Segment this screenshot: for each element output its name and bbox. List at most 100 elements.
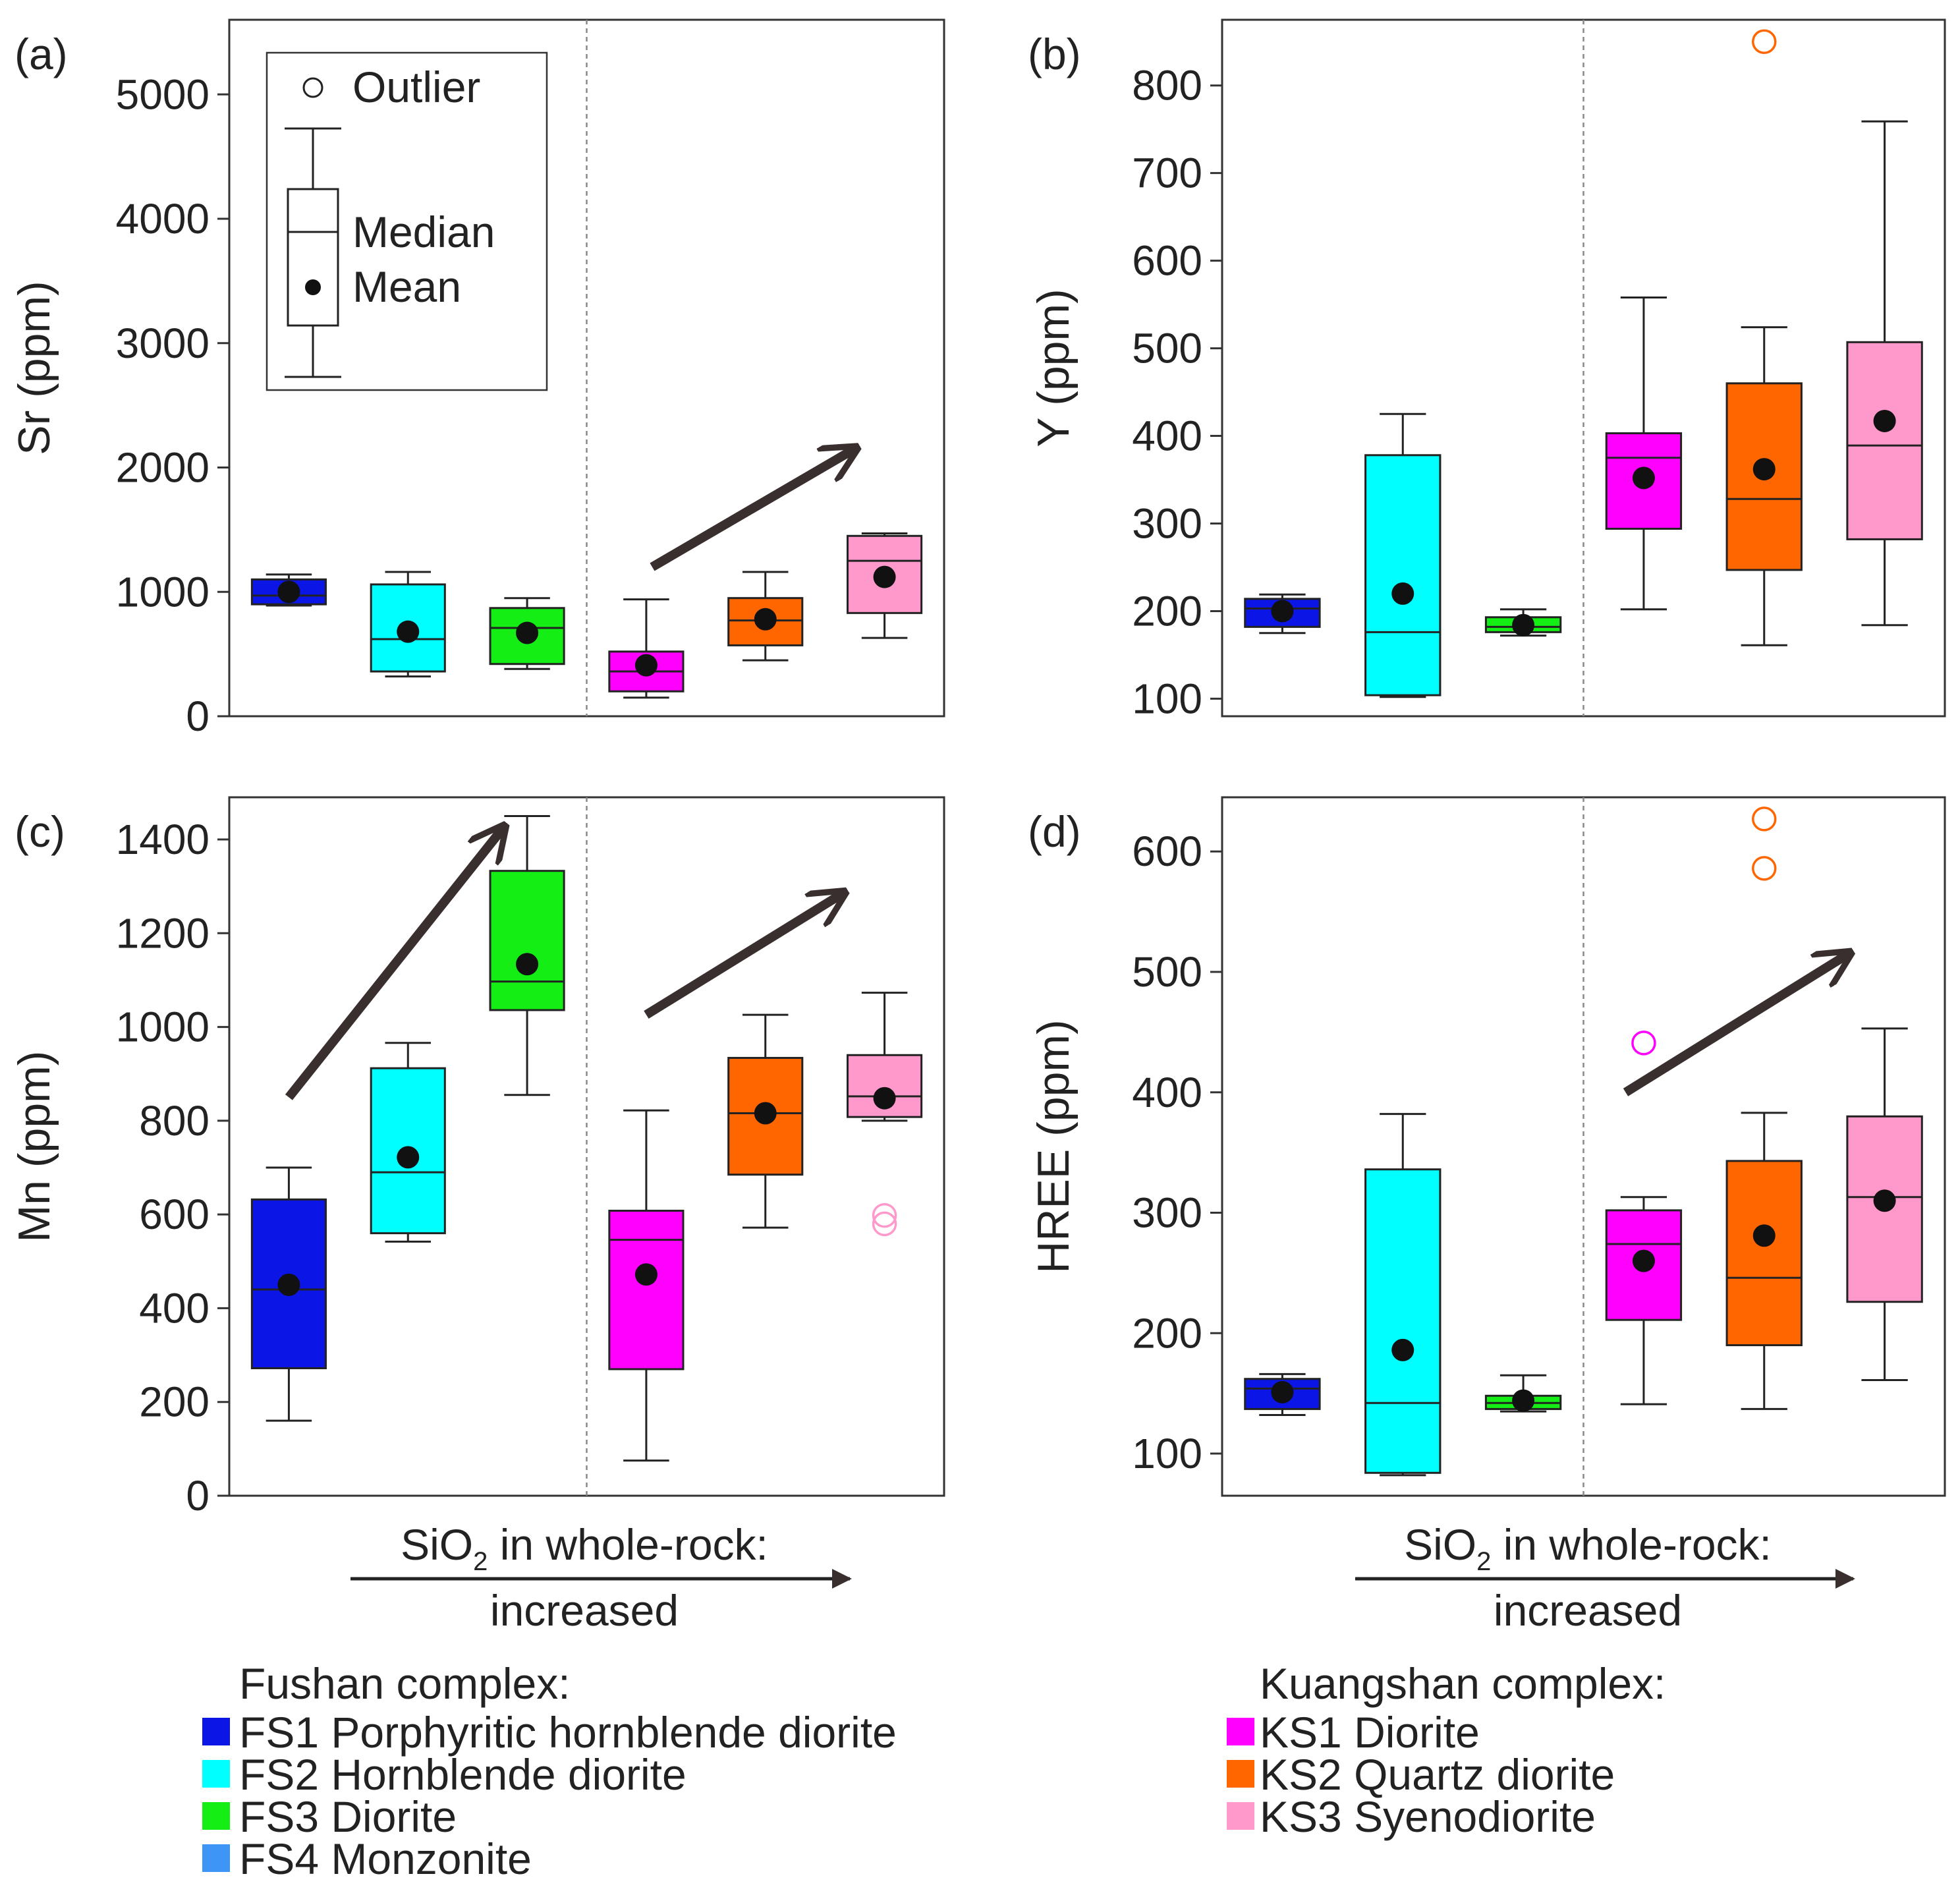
box-KS2 bbox=[727, 571, 804, 662]
y-tick-label: 400 bbox=[139, 1284, 210, 1332]
y-tick-label: 1000 bbox=[116, 1004, 210, 1051]
legend-item-label: FS1 Porphyritic hornblende diorite bbox=[239, 1708, 897, 1757]
fushan-legend-title: Fushan complex: bbox=[239, 1659, 571, 1708]
mean-point bbox=[1512, 1389, 1535, 1412]
y-tick-label: 3000 bbox=[116, 320, 210, 367]
box-KS2 bbox=[1725, 1112, 1803, 1410]
y-tick-label: 0 bbox=[186, 693, 210, 740]
y-tick-label: 1400 bbox=[116, 816, 210, 863]
legend-swatch bbox=[1227, 1718, 1254, 1745]
trend-arrow bbox=[650, 449, 854, 571]
mean-point bbox=[873, 565, 896, 588]
box-FS1 bbox=[250, 1166, 327, 1422]
box-iqr bbox=[1364, 1168, 1442, 1474]
legend-swatch bbox=[202, 1760, 230, 1788]
mean-point bbox=[1391, 582, 1414, 605]
box-iqr bbox=[1725, 1160, 1803, 1347]
legend-mean-label: Mean bbox=[352, 262, 461, 311]
panel-label: (d) bbox=[1028, 807, 1081, 856]
box-KS3 bbox=[1846, 1027, 1923, 1382]
mean-point bbox=[1271, 600, 1294, 623]
mean-point bbox=[397, 1146, 420, 1169]
y-tick-label: 300 bbox=[1132, 499, 1202, 547]
mean-point bbox=[754, 608, 777, 631]
box-iqr bbox=[1364, 454, 1442, 696]
y-tick-label: 2000 bbox=[116, 444, 210, 492]
panel-c: 0 200 400 600 800 1000 1200 1400 Mn (ppm) (c) bbox=[9, 796, 945, 1519]
panel-label: (a) bbox=[14, 30, 68, 78]
y-tick-label: 800 bbox=[1132, 62, 1202, 109]
y-tick-label: 700 bbox=[1132, 150, 1202, 197]
trend-arrow bbox=[644, 893, 843, 1019]
legend-item-label: KS2 Quartz diorite bbox=[1260, 1750, 1615, 1799]
mean-point bbox=[1512, 613, 1535, 637]
box-iqr bbox=[1725, 382, 1803, 571]
mean-point bbox=[277, 580, 300, 604]
y-axis-label: Y (ppm) bbox=[1028, 289, 1078, 447]
y-tick-label: 400 bbox=[1132, 1069, 1202, 1116]
y-tick-label: 1200 bbox=[116, 909, 210, 957]
legend-swatch bbox=[1227, 1760, 1254, 1788]
box-KS1 bbox=[608, 1109, 685, 1462]
legend-item-label: FS4 Monzonite bbox=[239, 1834, 532, 1883]
legend-outlier-symbol bbox=[302, 77, 323, 98]
box-KS1 bbox=[608, 598, 685, 699]
y-tick-label: 200 bbox=[139, 1378, 210, 1426]
mean-point bbox=[1752, 1224, 1776, 1247]
y-tick-label: 500 bbox=[1132, 948, 1202, 996]
panel-d: 100 200 300 400 500 600 HREE (ppm) (d) bbox=[1028, 796, 1946, 1497]
box-FS3 bbox=[489, 597, 565, 670]
panel-label: (b) bbox=[1028, 30, 1081, 78]
panel-b: 100 200 300 400 500 600 700 800 Y (ppm) (b) bbox=[1028, 18, 1946, 722]
box-iqr bbox=[489, 870, 565, 1011]
outlier-point bbox=[872, 1211, 897, 1237]
y-axis-label: HREE (ppm) bbox=[1028, 1019, 1078, 1273]
mean-point bbox=[277, 1273, 300, 1296]
bottom-labels: SiO2 in whole-rock: increased SiO2 in wh… bbox=[202, 1520, 1855, 1883]
y-tick-label: 4000 bbox=[116, 195, 210, 242]
legend-swatch bbox=[202, 1718, 230, 1745]
y-tick-label: 800 bbox=[139, 1097, 210, 1145]
box-iqr bbox=[370, 583, 446, 673]
trend-arrow bbox=[285, 828, 503, 1100]
mean-point bbox=[1632, 467, 1655, 490]
legend-item-label: FS2 Hornblende diorite bbox=[239, 1750, 686, 1799]
outlier-point bbox=[1752, 856, 1777, 881]
legend-mean-symbol bbox=[305, 279, 321, 295]
box-KS3 bbox=[1846, 120, 1923, 627]
panel-label: (c) bbox=[14, 807, 65, 856]
box-FS2 bbox=[370, 1042, 446, 1243]
mean-point bbox=[1873, 1189, 1896, 1212]
box-FS1 bbox=[1244, 593, 1321, 635]
box-FS1 bbox=[1244, 1373, 1321, 1417]
mean-point bbox=[516, 953, 539, 976]
legend-outlier-label: Outlier bbox=[352, 63, 480, 111]
y-tick-label: 400 bbox=[1132, 412, 1202, 460]
legend-item-label: KS3 Syenodiorite bbox=[1260, 1792, 1596, 1841]
legend-swatch bbox=[202, 1844, 230, 1872]
box-FS2 bbox=[1364, 1113, 1442, 1477]
outlier-point bbox=[1631, 1031, 1656, 1056]
panel-a: 0 1000 2000 3000 4000 5000 Sr (ppm) (a) Outlier M… bbox=[9, 18, 945, 740]
box-FS3 bbox=[489, 814, 565, 1096]
box-FS2 bbox=[1364, 412, 1442, 698]
box-iqr bbox=[1605, 432, 1683, 530]
legend-swatch bbox=[1227, 1802, 1254, 1830]
legend-box-symbol bbox=[287, 188, 339, 327]
sio2-label-left: SiO2 in whole-rock: bbox=[401, 1520, 768, 1576]
box-KS2 bbox=[1725, 326, 1803, 646]
sio2-increased-left: increased bbox=[490, 1586, 679, 1635]
box-iqr bbox=[608, 1209, 685, 1371]
y-tick-label: 100 bbox=[1132, 675, 1202, 722]
y-tick-label: 100 bbox=[1132, 1430, 1202, 1477]
mean-point bbox=[1873, 409, 1896, 432]
box-FS3 bbox=[1484, 608, 1562, 637]
mean-point bbox=[1271, 1380, 1294, 1403]
legend-item-label: KS1 Diorite bbox=[1260, 1708, 1480, 1757]
y-tick-label: 1000 bbox=[116, 568, 210, 615]
mean-point bbox=[754, 1102, 777, 1125]
box-KS1 bbox=[1605, 1196, 1683, 1405]
